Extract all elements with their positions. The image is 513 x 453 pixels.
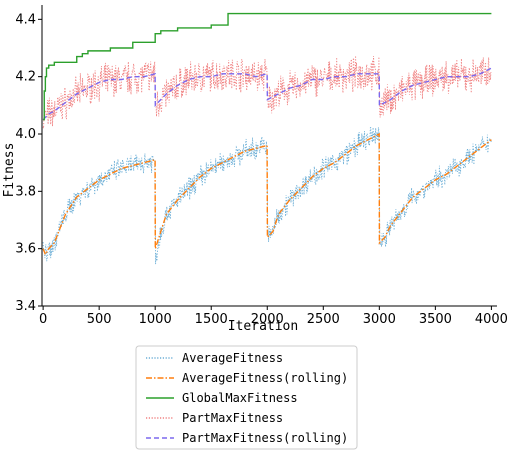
x-tick-label: 2500 bbox=[307, 312, 340, 327]
y-ticks: 3.4 3.6 3.8 4.0 4.2 4.4 bbox=[15, 12, 42, 314]
x-tick-label: 500 bbox=[87, 312, 112, 327]
y-axis-label: Fitness bbox=[2, 143, 17, 198]
legend: AverageFitness AverageFitness(rolling) Glo… bbox=[136, 346, 357, 449]
legend-label: PartMaxFitness bbox=[182, 411, 283, 425]
x-axis-label: Iteration bbox=[228, 319, 298, 334]
x-tick-label: 3500 bbox=[419, 312, 452, 327]
y-tick-label: 3.4 bbox=[15, 299, 36, 314]
y-tick-label: 3.8 bbox=[15, 184, 36, 199]
y-tick-label: 4.4 bbox=[15, 12, 36, 27]
series-line-globalmaxfitness bbox=[43, 14, 491, 120]
y-tick-label: 4.2 bbox=[15, 70, 36, 85]
y-tick-label: 3.6 bbox=[15, 242, 36, 257]
x-tick-label: 0 bbox=[39, 312, 47, 327]
legend-label: PartMaxFitness(rolling) bbox=[182, 431, 348, 445]
plot-area bbox=[43, 14, 491, 265]
legend-label: GlobalMaxFitness bbox=[182, 391, 298, 405]
x-tick-label: 1500 bbox=[195, 312, 228, 327]
y-tick-label: 4.0 bbox=[15, 127, 36, 142]
legend-label: AverageFitness bbox=[182, 351, 283, 365]
x-tick-label: 3000 bbox=[363, 312, 396, 327]
x-tick-label: 1000 bbox=[139, 312, 172, 327]
x-tick-label: 4000 bbox=[475, 312, 508, 327]
legend-label: AverageFitness(rolling) bbox=[182, 371, 348, 385]
